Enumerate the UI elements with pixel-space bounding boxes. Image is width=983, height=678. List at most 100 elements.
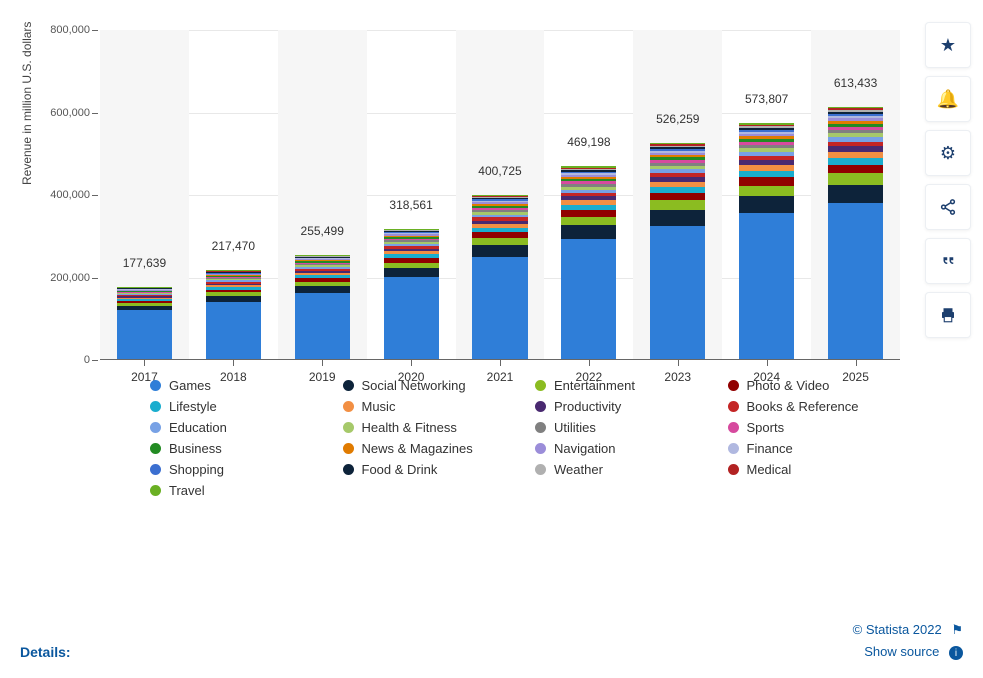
legend-item[interactable]: Weather xyxy=(535,462,718,477)
bar-segment[interactable] xyxy=(384,237,439,239)
bar-segment[interactable] xyxy=(295,273,350,275)
bar-segment[interactable] xyxy=(561,239,616,360)
bar-segment[interactable] xyxy=(828,203,883,360)
print-button[interactable] xyxy=(925,292,971,338)
bar-segment[interactable] xyxy=(650,144,705,145)
bar-segment[interactable] xyxy=(117,288,172,289)
bar-segment[interactable] xyxy=(117,289,172,290)
bar-segment[interactable] xyxy=(384,258,439,262)
bar-segment[interactable] xyxy=(384,277,439,360)
bar-segment[interactable] xyxy=(295,255,350,256)
bar-segment[interactable] xyxy=(472,204,527,206)
bar-segment[interactable] xyxy=(295,282,350,286)
bar-segment[interactable] xyxy=(295,293,350,360)
legend-item[interactable]: Photo & Video xyxy=(728,378,911,393)
bar-segment[interactable] xyxy=(828,121,883,124)
bar-segment[interactable] xyxy=(206,275,261,276)
bar-segment[interactable] xyxy=(828,165,883,174)
bar-segment[interactable] xyxy=(650,157,705,160)
bar-segment[interactable] xyxy=(295,261,350,262)
bar-segment[interactable] xyxy=(117,290,172,291)
bar-segment[interactable] xyxy=(828,108,883,110)
legend-item[interactable]: Entertainment xyxy=(535,378,718,393)
bar-segment[interactable] xyxy=(828,118,883,121)
bar-segment[interactable] xyxy=(206,271,261,272)
bar-segment[interactable] xyxy=(384,236,439,237)
bar-segment[interactable] xyxy=(828,152,883,158)
bar-segment[interactable] xyxy=(561,170,616,171)
bar-segment[interactable] xyxy=(206,278,261,279)
legend-item[interactable]: News & Magazines xyxy=(343,441,526,456)
bar-segment[interactable] xyxy=(117,291,172,292)
bar-segment[interactable] xyxy=(206,302,261,360)
bar-segment[interactable] xyxy=(650,143,705,144)
bar-segment[interactable] xyxy=(117,310,172,360)
legend-item[interactable]: Lifestyle xyxy=(150,399,333,414)
bar-segment[interactable] xyxy=(295,263,350,264)
bar-segment[interactable] xyxy=(295,271,350,273)
bar-segment[interactable] xyxy=(384,229,439,230)
bar-segment[interactable] xyxy=(650,169,705,173)
bar-segment[interactable] xyxy=(739,156,794,161)
legend-item[interactable]: Books & Reference xyxy=(728,399,911,414)
legend-item[interactable]: Medical xyxy=(728,462,911,477)
bar-segment[interactable] xyxy=(561,172,616,174)
bar-segment[interactable] xyxy=(384,254,439,258)
bar-segment[interactable] xyxy=(206,276,261,277)
bar-segment[interactable] xyxy=(561,190,616,193)
bar-segment[interactable] xyxy=(561,196,616,200)
bar-segment[interactable] xyxy=(117,294,172,295)
bar-segment[interactable] xyxy=(739,142,794,145)
bar-segment[interactable] xyxy=(117,301,172,303)
bar-segment[interactable] xyxy=(739,130,794,132)
bar-segment[interactable] xyxy=(295,278,350,282)
bar-segment[interactable] xyxy=(472,206,527,208)
bar-segment[interactable] xyxy=(561,175,616,177)
bar-segment[interactable] xyxy=(472,238,527,245)
legend-item[interactable]: Music xyxy=(343,399,526,414)
bar-segment[interactable] xyxy=(117,287,172,288)
bar-segment[interactable] xyxy=(650,147,705,149)
bar-segment[interactable] xyxy=(295,257,350,258)
bar-segment[interactable] xyxy=(650,151,705,153)
bar-segment[interactable] xyxy=(650,187,705,193)
bar-segment[interactable] xyxy=(472,195,527,196)
bar-segment[interactable] xyxy=(561,166,616,167)
bar-segment[interactable] xyxy=(384,263,439,269)
bar-segment[interactable] xyxy=(739,152,794,156)
bar-segment[interactable] xyxy=(561,168,616,169)
bar-segment[interactable] xyxy=(828,173,883,184)
bar-segment[interactable] xyxy=(206,279,261,280)
legend-item[interactable]: Business xyxy=(150,441,333,456)
bar-segment[interactable] xyxy=(384,231,439,232)
bar-segment[interactable] xyxy=(117,303,172,306)
bar-segment[interactable] xyxy=(650,200,705,210)
bar-segment[interactable] xyxy=(739,186,794,197)
legend-item[interactable]: Health & Fitness xyxy=(343,420,526,435)
bar-segment[interactable] xyxy=(561,177,616,179)
bar-segment[interactable] xyxy=(561,179,616,181)
bar-segment[interactable] xyxy=(739,132,794,134)
bar-segment[interactable] xyxy=(650,153,705,155)
bar-segment[interactable] xyxy=(561,225,616,239)
bar-segment[interactable] xyxy=(206,270,261,271)
bar-segment[interactable] xyxy=(739,177,794,185)
bar-segment[interactable] xyxy=(384,239,439,241)
bar-segment[interactable] xyxy=(206,273,261,274)
bar-segment[interactable] xyxy=(561,181,616,183)
bar-segment[interactable] xyxy=(295,265,350,267)
legend-item[interactable]: Navigation xyxy=(535,441,718,456)
bar-segment[interactable] xyxy=(295,257,350,258)
bar-segment[interactable] xyxy=(472,257,527,360)
bar-segment[interactable] xyxy=(295,275,350,278)
bar-segment[interactable] xyxy=(472,221,527,224)
bar-segment[interactable] xyxy=(384,246,439,248)
bar-segment[interactable] xyxy=(295,264,350,265)
bar-segment[interactable] xyxy=(206,284,261,286)
bar-segment[interactable] xyxy=(117,292,172,293)
bar-segment[interactable] xyxy=(117,293,172,294)
bar-segment[interactable] xyxy=(739,126,794,128)
bar-segment[interactable] xyxy=(472,210,527,212)
bar-segment[interactable] xyxy=(561,200,616,205)
bar-segment[interactable] xyxy=(472,212,527,215)
